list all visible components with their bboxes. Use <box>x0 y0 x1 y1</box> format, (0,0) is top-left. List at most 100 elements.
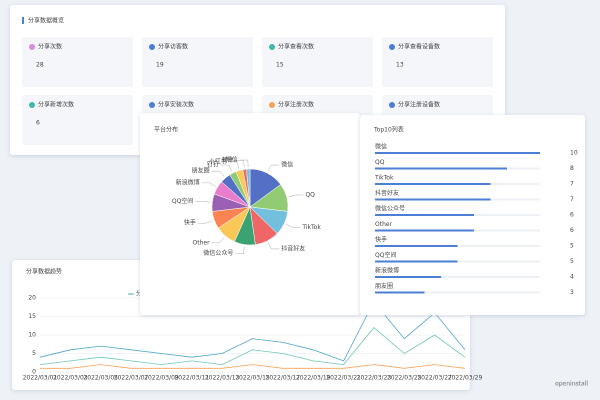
x-tick-label: 2022/03/11 <box>174 375 209 382</box>
bar-track <box>375 276 540 278</box>
pie-title: 平台分布 <box>154 126 178 134</box>
bar-label: 抖音好友 <box>375 189 399 197</box>
stat-box <box>22 37 133 87</box>
bar-label: QQ <box>375 159 385 166</box>
stat-value: 6 <box>36 120 40 127</box>
stat-icon <box>29 102 35 108</box>
x-tick-label: 2022/03/01 <box>23 375 58 382</box>
bar-label: 微信公众号 <box>375 205 405 213</box>
x-tick-label: 2022/03/17 <box>266 375 301 382</box>
x-tick-label: 2022/03/09 <box>144 375 179 382</box>
pie-slice <box>246 168 251 208</box>
bar-label: 朋友圈 <box>375 282 393 290</box>
pie-label: QQ空间 <box>172 197 193 205</box>
pie-label: 钉钉 <box>207 161 219 169</box>
bar-label: Other <box>375 221 393 228</box>
x-tick-label: 2022/03/25 <box>387 375 422 382</box>
bar-label: QQ空间 <box>375 251 396 259</box>
bar-value: 5 <box>570 258 574 265</box>
bar-value: 6 <box>570 227 574 234</box>
pie-label: 邮件 <box>221 156 233 164</box>
pie-label: 快手 <box>184 219 196 227</box>
bar <box>375 260 458 263</box>
stat-box <box>382 37 493 87</box>
y-tick-label: 15 <box>28 313 36 320</box>
leader-line <box>235 246 245 254</box>
bar <box>375 214 474 216</box>
bar-track <box>375 291 540 294</box>
stat-icon <box>389 44 395 50</box>
stat-label: 分享查看次数 <box>278 43 314 51</box>
leader-line <box>211 237 225 244</box>
x-tick-label: 2022/03/15 <box>235 375 270 382</box>
stat-box <box>142 37 253 87</box>
bar <box>375 152 540 154</box>
pie-label: 朋友圈 <box>192 167 210 175</box>
stat-value: 19 <box>156 62 164 69</box>
pie-label: 微信 <box>281 161 293 169</box>
y-tick-label: 0 <box>32 369 36 376</box>
x-tick-label: 2022/03/27 <box>417 375 452 382</box>
x-tick-label: 2022/03/29 <box>448 375 483 382</box>
leader-line <box>228 161 240 169</box>
bar <box>375 183 491 185</box>
bar-value: 6 <box>570 212 574 219</box>
stat-icon <box>269 44 275 50</box>
bar-label: 微信 <box>375 143 387 151</box>
stat-icon <box>269 102 275 108</box>
stat-box <box>262 37 373 87</box>
series-line <box>39 300 466 362</box>
leader-line <box>267 164 280 172</box>
leader-line <box>197 220 213 224</box>
leader-line <box>286 224 301 228</box>
stat-value: 15 <box>276 62 284 69</box>
bar <box>375 167 507 170</box>
bar <box>375 245 458 247</box>
bar-label: 新浪微博 <box>375 267 399 275</box>
leader-line <box>201 182 216 187</box>
leader-line <box>267 242 280 250</box>
leader-line <box>195 201 211 203</box>
stat-label: 分享注册设备数 <box>398 101 440 109</box>
pie-label: 新浪微博 <box>176 178 200 186</box>
stat-value: 13 <box>396 62 404 69</box>
leader-line <box>211 170 225 177</box>
bar <box>375 291 425 294</box>
series-line <box>40 364 466 369</box>
pie-label: TikTok <box>301 224 321 231</box>
leader-line <box>220 164 233 172</box>
pie-label: Other <box>193 239 211 246</box>
y-tick-label: 10 <box>28 332 36 339</box>
bar-value: 7 <box>570 181 574 188</box>
x-tick-label: 2022/03/07 <box>114 375 149 382</box>
stat-icon <box>149 44 155 50</box>
pie-label: 微信公众号 <box>203 249 233 257</box>
bar <box>375 276 441 278</box>
bar-value: 8 <box>570 165 574 172</box>
bar-label: 快手 <box>375 236 387 244</box>
x-tick-label: 2022/03/23 <box>357 375 392 382</box>
bar <box>375 198 491 201</box>
leader-line <box>239 159 249 168</box>
stat-icon <box>29 44 35 50</box>
x-tick-label: 2022/03/21 <box>326 375 361 382</box>
bar-label: TikTok <box>374 175 394 182</box>
y-tick-label: 20 <box>28 295 36 302</box>
leader-line <box>235 160 245 168</box>
stat-label: 分享安装次数 <box>158 101 194 109</box>
title-marker <box>22 17 24 24</box>
stat-label: 分享访客数 <box>158 43 188 51</box>
pie-label: 短信 <box>226 156 238 164</box>
bar <box>375 229 474 232</box>
watermark: openinstall <box>555 381 588 388</box>
pie-label: QQ <box>305 192 315 199</box>
bar-value: 3 <box>570 289 574 296</box>
top10-title: Top10列表 <box>373 126 404 134</box>
bar-value: 10 <box>570 150 578 157</box>
stat-label: 分享新增次数 <box>38 101 74 109</box>
trend-title: 分享数据趋势 <box>26 268 62 276</box>
series-line <box>39 327 466 366</box>
pie-label: 小红书 <box>209 157 227 165</box>
stat-label: 分享查看设备数 <box>398 43 440 51</box>
